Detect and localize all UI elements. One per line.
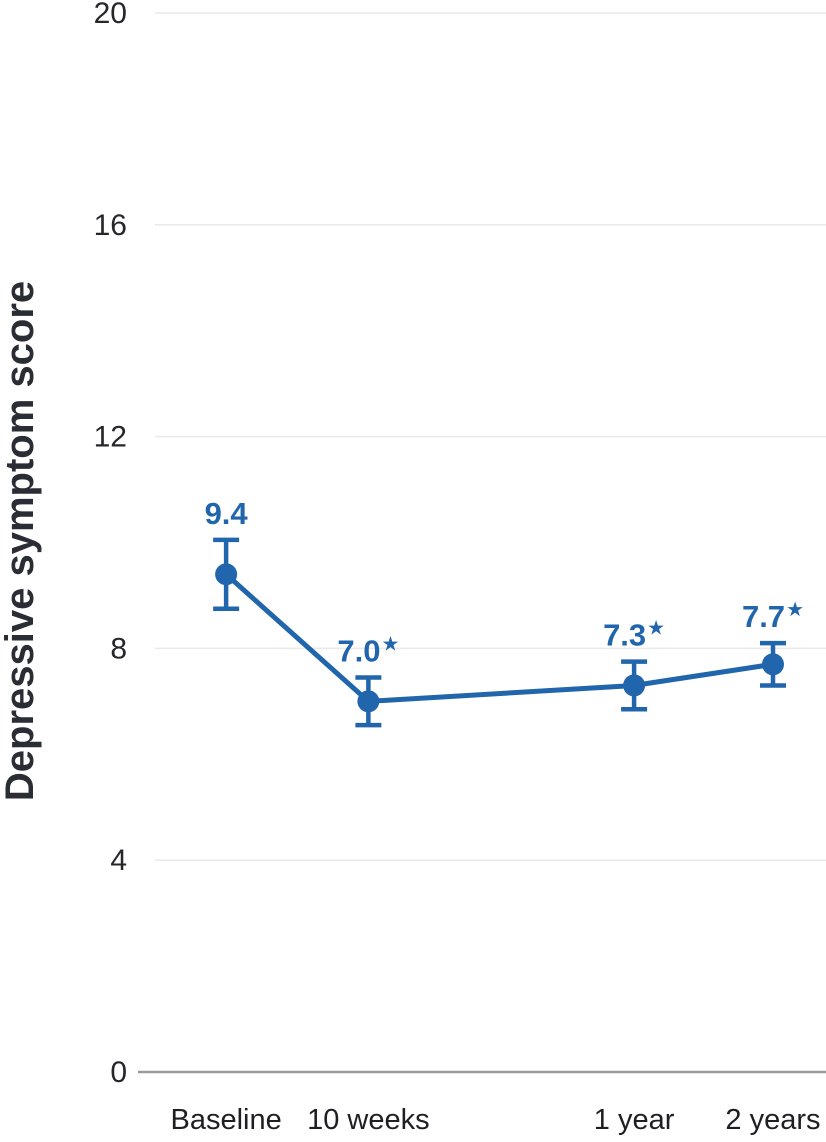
y-tick-label: 20 — [94, 0, 127, 30]
data-point-marker — [215, 563, 238, 586]
significance-star: ★ — [786, 599, 804, 621]
y-axis-tick-labels: 0 4 8 12 16 20 — [94, 0, 127, 1089]
y-tick-label: 8 — [110, 632, 127, 665]
data-point-labels: 9.4 7.0★ 7.3★ 7.7★ — [205, 496, 804, 669]
data-point-marker — [623, 674, 646, 697]
significance-star: ★ — [381, 634, 399, 656]
data-point-marker — [357, 690, 380, 713]
y-tick-label: 12 — [94, 421, 127, 454]
data-point-label: 9.4 — [205, 496, 249, 531]
y-tick-label: 16 — [94, 209, 127, 242]
x-category-label: 2 years — [725, 1104, 820, 1136]
data-point-label: 7.0★ — [337, 634, 399, 669]
significance-star: ★ — [647, 618, 665, 640]
gridlines — [138, 12, 826, 1074]
series-line — [223, 571, 776, 704]
y-axis-title: Depressive symptom score — [0, 281, 42, 801]
data-point-marker — [761, 653, 784, 676]
series-line-and-points — [213, 537, 786, 728]
x-category-label: 10 weeks — [307, 1104, 430, 1136]
y-tick-label: 0 — [110, 1056, 127, 1089]
x-axis-category-labels: Baseline 10 weeks 1 year 2 years — [171, 1104, 821, 1136]
x-category-label: 1 year — [594, 1104, 675, 1136]
data-point-label: 7.3★ — [603, 618, 665, 653]
y-tick-label: 4 — [110, 844, 127, 877]
x-category-label: Baseline — [171, 1104, 282, 1136]
data-point-label: 7.7★ — [742, 599, 804, 634]
